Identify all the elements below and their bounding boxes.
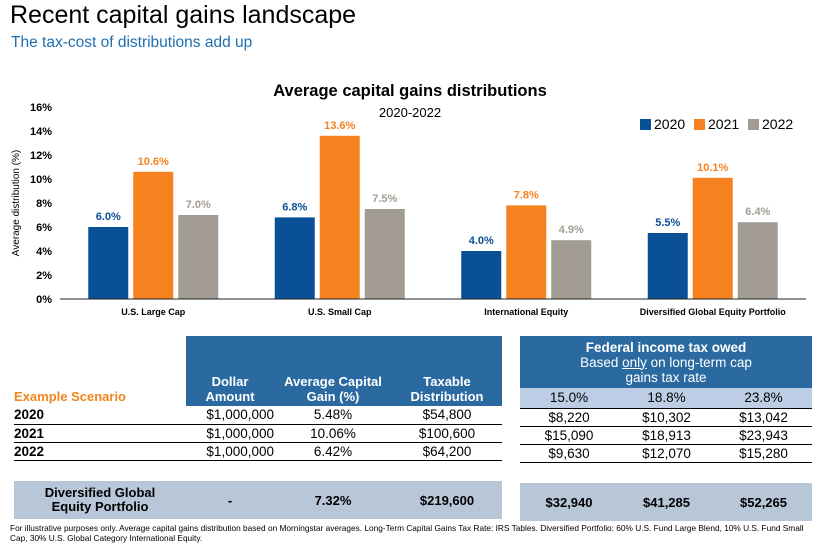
capital-gains-bar-chart: Average capital gains distributions 2020-… bbox=[11, 82, 806, 317]
federal-tax-title: Federal income tax owed bbox=[585, 339, 747, 355]
tax-cell: $10,302 bbox=[618, 408, 715, 427]
table-row: 2022 $1,000,000 6.42% $64,200 bbox=[14, 442, 502, 461]
legend-label: 2020 bbox=[654, 116, 685, 132]
total-taxable: $219,600 bbox=[392, 481, 502, 519]
page-title: Recent capital gains landscape bbox=[10, 1, 357, 29]
bar-2022 bbox=[178, 215, 219, 299]
bar-2021 bbox=[506, 205, 547, 299]
footnote: For illustrative purposes only. Average … bbox=[10, 523, 804, 543]
data-label: 6.0% bbox=[96, 211, 121, 223]
header-dollar-amount: Dollar Amount bbox=[186, 336, 274, 406]
tax-rate-cell: 18.8% bbox=[618, 388, 715, 409]
federal-tax-subtitle: Based only on long-term cap gains tax ra… bbox=[580, 354, 752, 385]
tax-cell: $15,090 bbox=[520, 426, 618, 445]
bar-2020 bbox=[647, 233, 688, 299]
data-label: 10.1% bbox=[697, 162, 728, 174]
total-tax-cell: $32,940 bbox=[520, 483, 618, 521]
y-tick-label: 2% bbox=[36, 270, 52, 282]
y-tick-label: 10% bbox=[30, 174, 52, 186]
y-tick-label: 6% bbox=[36, 222, 52, 234]
table-row: $9,630 $12,070 $15,280 bbox=[520, 444, 813, 463]
y-tick-label: 14% bbox=[30, 126, 52, 138]
y-axis-label: Average distribution (%) bbox=[11, 150, 22, 257]
y-tick-label: 8% bbox=[36, 198, 52, 210]
x-tick-label: International Equity bbox=[484, 307, 568, 317]
year-cell: 2021 bbox=[14, 424, 186, 443]
total-avg-gain: 7.32% bbox=[274, 481, 392, 519]
avg-gain-cell: 5.48% bbox=[274, 406, 392, 425]
tax-cell: $13,042 bbox=[715, 408, 813, 427]
tax-rate-cell: 15.0% bbox=[520, 388, 618, 409]
tax-rate-row: 15.0% 18.8% 23.8% bbox=[520, 388, 813, 409]
table-row: 2020 $1,000,000 5.48% $54,800 bbox=[14, 406, 502, 425]
tax-cell: $18,913 bbox=[618, 426, 715, 445]
dollar-cell: $1,000,000 bbox=[186, 406, 274, 425]
bar-2021 bbox=[319, 135, 360, 299]
bar-2021 bbox=[133, 171, 174, 299]
bar-2020 bbox=[461, 251, 502, 299]
taxable-cell: $100,600 bbox=[392, 424, 502, 443]
total-row: Diversified Global Equity Portfolio - 7.… bbox=[14, 481, 502, 519]
data-label: 7.0% bbox=[186, 199, 211, 211]
total-row: $32,940 $41,285 $52,265 bbox=[520, 483, 813, 521]
year-cell: 2020 bbox=[14, 406, 186, 425]
dollar-cell: $1,000,000 bbox=[186, 424, 274, 443]
total-tax-cell: $52,265 bbox=[715, 483, 813, 521]
page-subtitle: The tax-cost of distributions add up bbox=[11, 34, 253, 51]
dollar-cell: $1,000,000 bbox=[186, 442, 274, 461]
legend-label: 2021 bbox=[708, 116, 739, 132]
data-label: 6.4% bbox=[745, 206, 770, 218]
bar-2022 bbox=[737, 222, 778, 299]
scenario-label: Example Scenario bbox=[14, 389, 126, 404]
legend-swatch bbox=[640, 119, 651, 130]
tax-cell: $8,220 bbox=[520, 408, 618, 427]
x-tick-label: Diversified Global Equity Portfolio bbox=[640, 307, 787, 317]
tax-cell: $9,630 bbox=[520, 444, 618, 463]
data-label: 7.8% bbox=[514, 189, 539, 201]
table-row: $8,220 $10,302 $13,042 bbox=[520, 408, 813, 427]
bar-2021 bbox=[692, 177, 733, 299]
x-tick-label: U.S. Large Cap bbox=[121, 307, 186, 317]
data-label: 10.6% bbox=[138, 156, 169, 168]
x-tick-label: U.S. Small Cap bbox=[308, 307, 372, 317]
year-cell: 2022 bbox=[14, 442, 186, 461]
total-tax-cell: $41,285 bbox=[618, 483, 715, 521]
data-label: 5.5% bbox=[655, 217, 680, 229]
tax-rate-cell: 23.8% bbox=[715, 388, 813, 409]
y-tick-label: 16% bbox=[30, 102, 52, 114]
bar-2020 bbox=[274, 217, 315, 299]
legend-label: 2022 bbox=[762, 116, 793, 132]
data-label: 7.5% bbox=[372, 193, 397, 205]
tax-cell: $23,943 bbox=[715, 426, 813, 445]
y-tick-label: 4% bbox=[36, 246, 52, 258]
data-label: 4.0% bbox=[469, 235, 494, 247]
data-label: 4.9% bbox=[559, 224, 584, 236]
table-row: $15,090 $18,913 $23,943 bbox=[520, 426, 813, 445]
legend-swatch bbox=[694, 119, 705, 130]
total-label: Diversified Global Equity Portfolio bbox=[14, 481, 186, 519]
bar-2022 bbox=[551, 240, 592, 299]
tax-cell: $15,280 bbox=[715, 444, 813, 463]
taxable-cell: $54,800 bbox=[392, 406, 502, 425]
header-average-capital-gain: Average Capital Gain (%) bbox=[274, 336, 392, 406]
chart-subtitle: 2020-2022 bbox=[379, 105, 441, 120]
y-tick-label: 0% bbox=[36, 294, 52, 306]
data-label: 13.6% bbox=[324, 120, 355, 132]
data-label: 6.8% bbox=[282, 201, 307, 213]
scenario-table: Example Scenario Dollar Amount Average C… bbox=[14, 336, 502, 519]
tax-cell: $12,070 bbox=[618, 444, 715, 463]
federal-tax-table: Federal income tax owed Based only on lo… bbox=[520, 336, 813, 521]
bar-2020 bbox=[88, 227, 129, 299]
table-row: 2021 $1,000,000 10.06% $100,600 bbox=[14, 424, 502, 443]
y-tick-label: 12% bbox=[30, 150, 52, 162]
taxable-cell: $64,200 bbox=[392, 442, 502, 461]
federal-tax-header: Federal income tax owed Based only on lo… bbox=[520, 336, 813, 388]
avg-gain-cell: 6.42% bbox=[274, 442, 392, 461]
header-taxable-distribution: Taxable Distribution bbox=[392, 336, 502, 406]
legend-swatch bbox=[748, 119, 759, 130]
avg-gain-cell: 10.06% bbox=[274, 424, 392, 443]
chart-title: Average capital gains distributions bbox=[273, 82, 547, 100]
total-dollar: - bbox=[186, 481, 274, 519]
bar-2022 bbox=[364, 209, 405, 299]
